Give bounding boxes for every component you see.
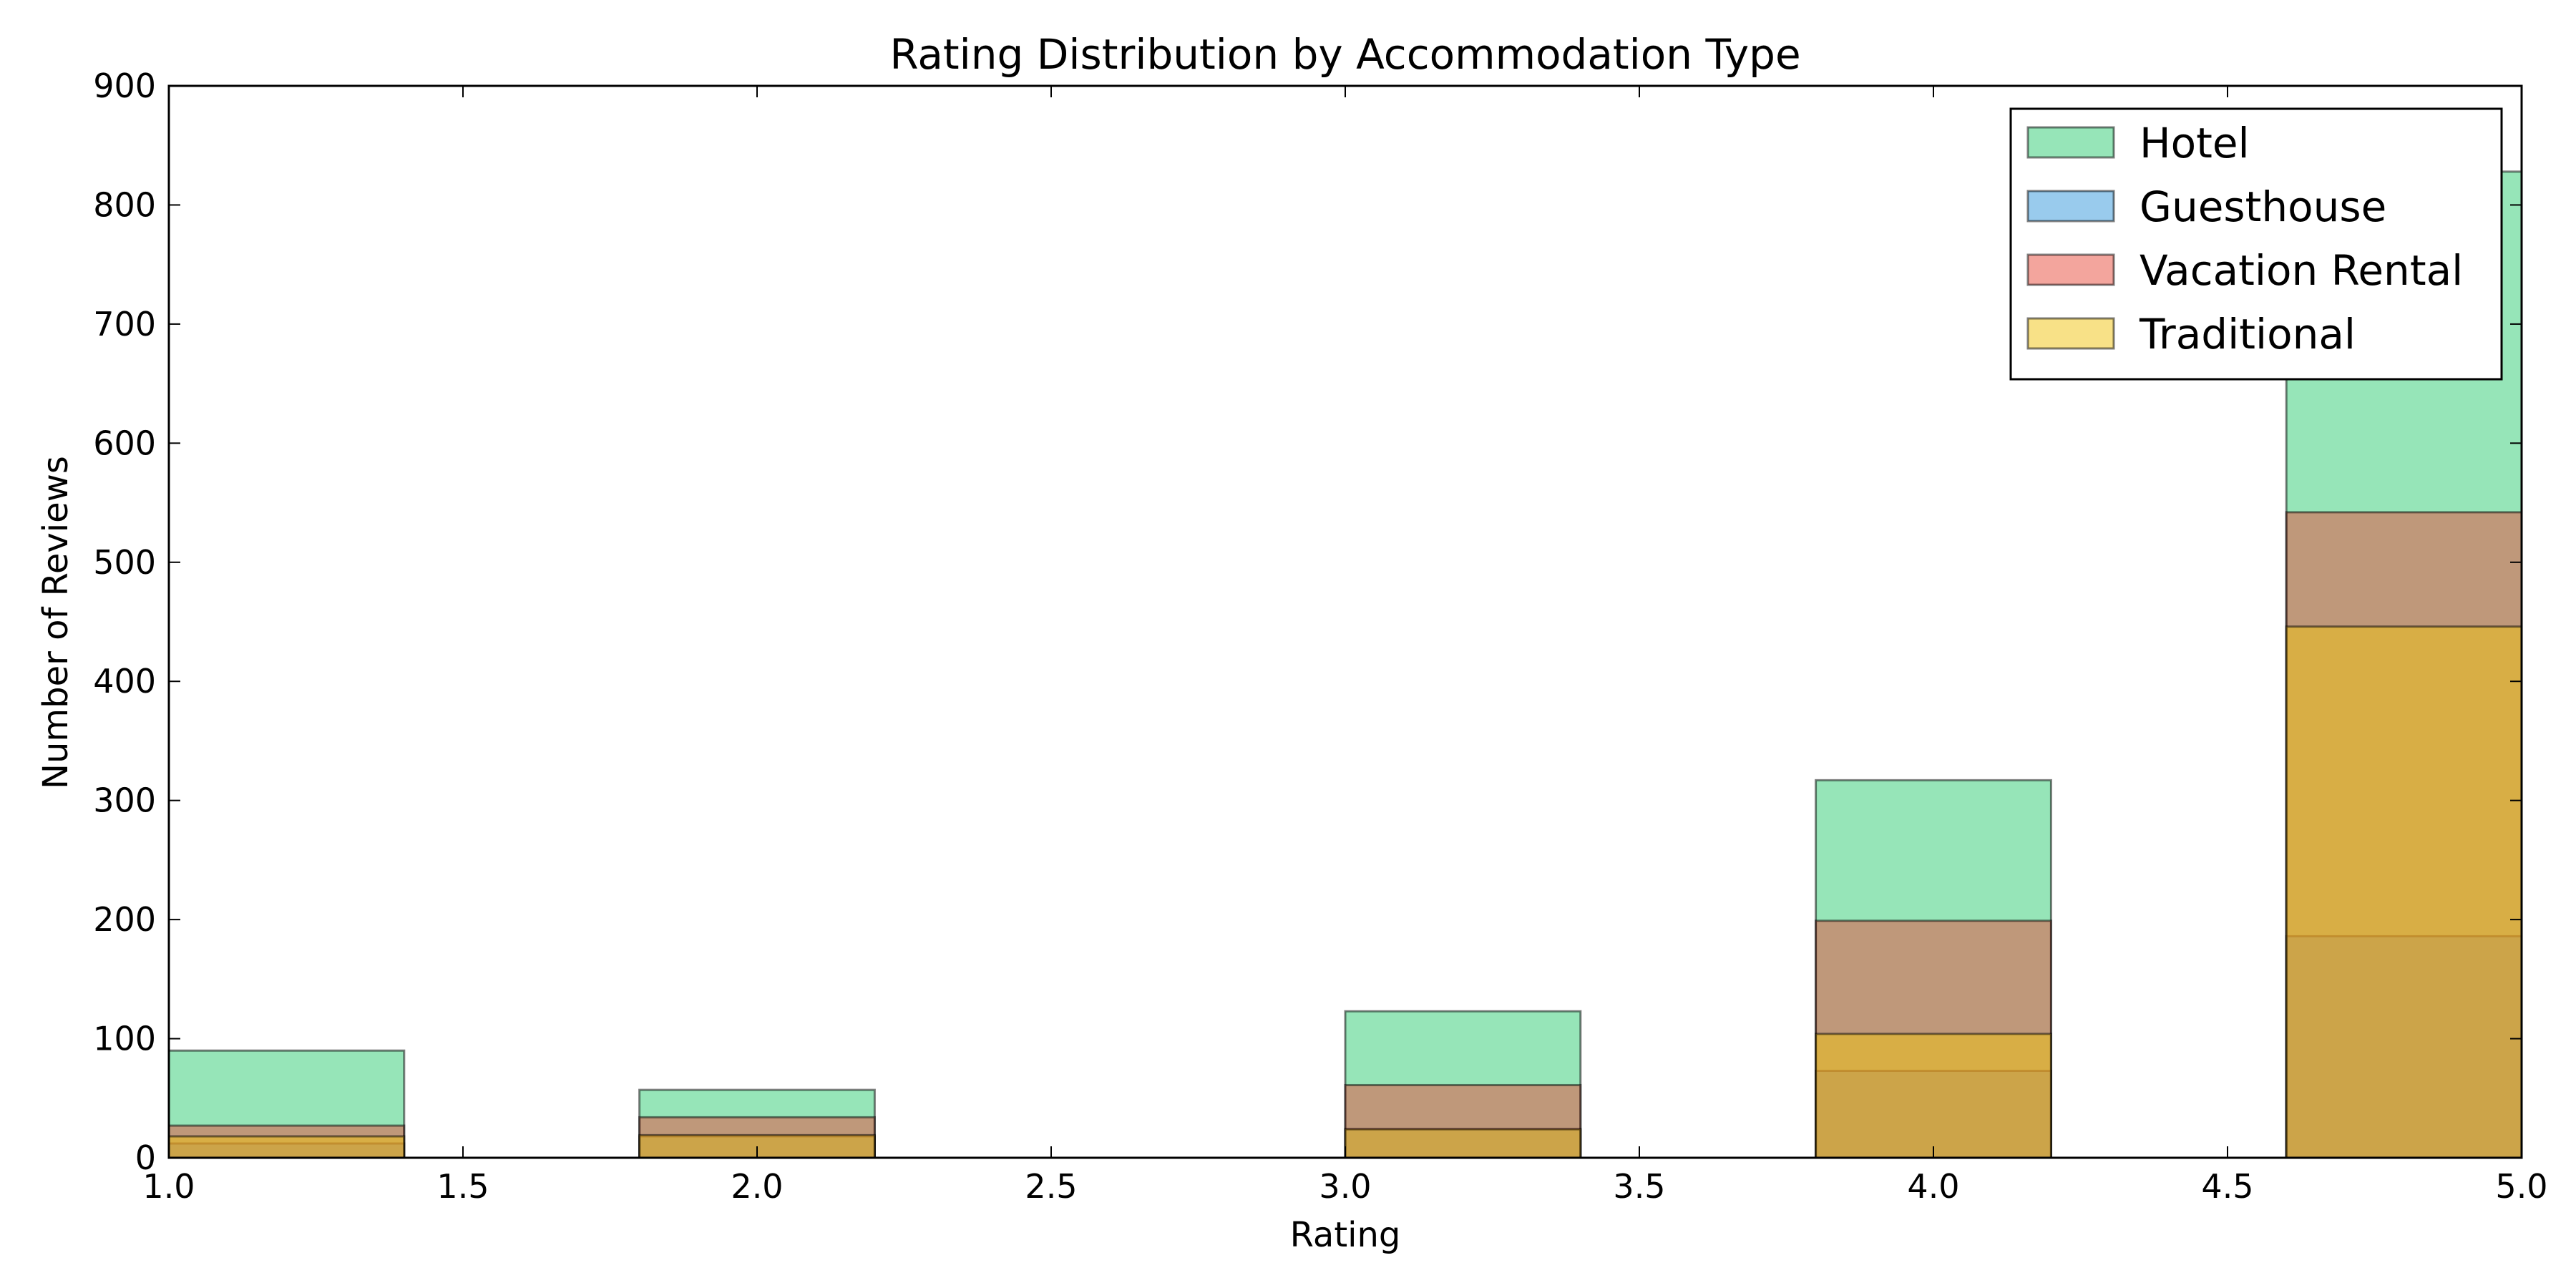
y-axis-label: Number of Reviews — [36, 456, 76, 789]
x-tick-label: 3.5 — [1613, 1167, 1665, 1206]
legend-swatch-hotel — [2026, 126, 2115, 159]
y-tick-label: 0 — [135, 1138, 156, 1177]
x-tick-label: 5.0 — [2495, 1167, 2547, 1206]
legend-label-traditional: Traditional — [2139, 310, 2356, 358]
bar-traditional-1 — [167, 1135, 406, 1159]
legend-swatch-vacation-rental — [2026, 253, 2115, 286]
y-tick-label: 800 — [93, 185, 156, 224]
legend-swatch-traditional — [2026, 317, 2115, 350]
y-tick-label: 600 — [93, 424, 156, 462]
x-tick-label: 4.5 — [2201, 1167, 2253, 1206]
legend-swatch-guesthouse — [2026, 190, 2115, 223]
y-tick-label: 500 — [93, 543, 156, 582]
x-tick-label: 1.5 — [436, 1167, 489, 1206]
bar-traditional-4 — [1815, 1033, 2052, 1159]
x-tick-label: 1.0 — [142, 1167, 195, 1206]
legend-label-guesthouse: Guesthouse — [2140, 182, 2386, 231]
y-tick-label: 200 — [93, 900, 156, 939]
legend: Hotel Guesthouse Vacation Rental Traditiona… — [2009, 107, 2503, 381]
x-tick-label: 3.0 — [1319, 1167, 1371, 1206]
legend-label-vacation-rental: Vacation Rental — [2140, 246, 2463, 295]
bar-traditional-3 — [1344, 1128, 1582, 1159]
x-tick-label: 4.0 — [1907, 1167, 1959, 1206]
x-tick-label: 2.0 — [731, 1167, 783, 1206]
x-tick-label: 2.5 — [1025, 1167, 1077, 1206]
axes-layer: 1.0 1.5 2.0 2.5 3.0 3.5 4.0 4.5 5.0 0 100 200 300 400… — [93, 67, 2547, 1206]
legend-label-hotel: Hotel — [2140, 119, 2250, 167]
bar-traditional-5 — [2285, 625, 2523, 1159]
y-tick-label: 400 — [93, 662, 156, 701]
y-tick-label: 700 — [93, 305, 156, 343]
y-tick-label: 300 — [93, 781, 156, 820]
chart-title: Rating Distribution by Accommodation Typ… — [889, 30, 1800, 79]
y-tick-label: 900 — [93, 67, 156, 105]
y-tick-label: 100 — [93, 1020, 156, 1058]
x-axis-label: Rating — [1290, 1215, 1401, 1255]
